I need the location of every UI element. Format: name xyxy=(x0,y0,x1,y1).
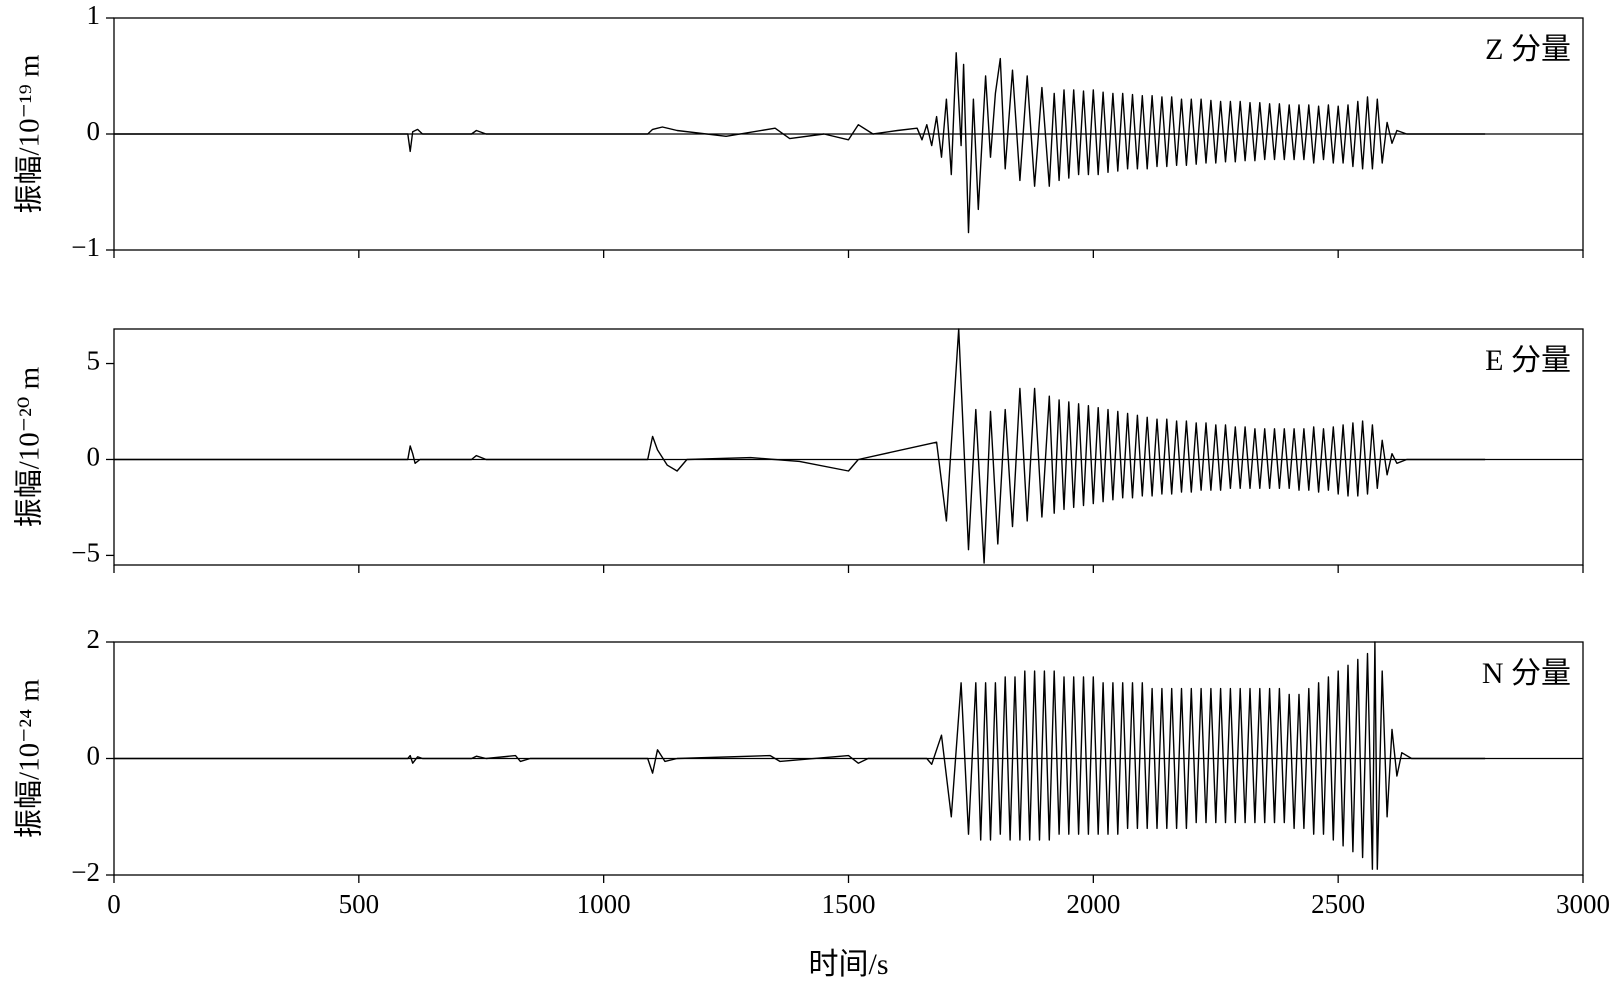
y-axis-label: 振幅/10⁻²⁰ m xyxy=(13,366,46,527)
waveform xyxy=(114,328,1486,564)
y-tick-label: −1 xyxy=(71,232,100,262)
y-tick-label: −5 xyxy=(71,538,100,568)
x-tick-label: 2500 xyxy=(1311,889,1365,919)
x-tick-label: 0 xyxy=(107,889,121,919)
x-tick-label: 1000 xyxy=(577,889,631,919)
waveform xyxy=(114,641,1486,870)
x-tick-label: 1500 xyxy=(822,889,876,919)
y-axis-label: 振幅/10⁻²⁴ m xyxy=(13,679,46,838)
annotation: Z 分量 xyxy=(1485,33,1571,66)
x-tick-label: 2000 xyxy=(1066,889,1120,919)
y-tick-label: 5 xyxy=(87,346,101,376)
y-axis-label: 振幅/10⁻¹⁹ m xyxy=(13,54,46,213)
x-tick-label: 3000 xyxy=(1556,889,1610,919)
annotation: E 分量 xyxy=(1485,344,1571,377)
y-tick-label: 0 xyxy=(87,741,101,771)
y-tick-label: 0 xyxy=(87,116,101,146)
plot-frame xyxy=(113,328,1584,566)
annotation: N 分量 xyxy=(1482,657,1571,690)
x-tick-label: 500 xyxy=(339,889,380,919)
y-tick-label: 0 xyxy=(87,442,101,472)
y-tick-label: 2 xyxy=(87,624,101,654)
y-tick-label: −2 xyxy=(71,857,100,887)
y-tick-label: 1 xyxy=(87,0,101,30)
waveform xyxy=(114,52,1486,234)
x-axis-label: 时间/s xyxy=(808,948,888,981)
